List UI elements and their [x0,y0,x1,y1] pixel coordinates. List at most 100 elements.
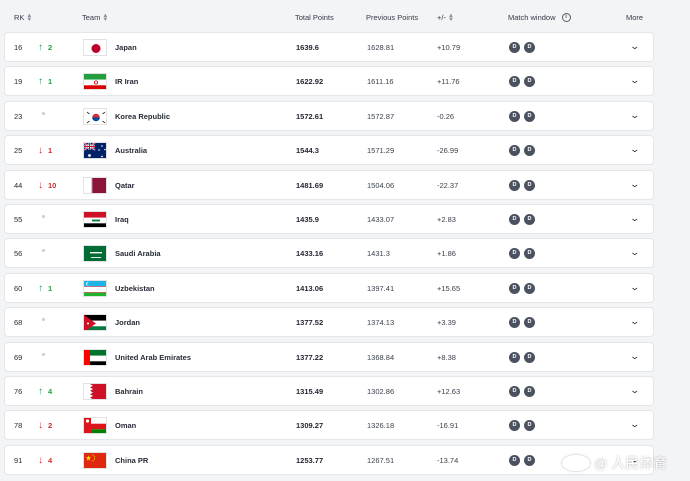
match-badge[interactable]: D [509,317,520,329]
points-diff: +15.65 [437,283,461,293]
arrow-up-icon: ↑ [38,282,43,294]
table-row[interactable]: 60 ↑ 1 Uzbekistan 1413.06 1397.41 +15.65 D D ⌄ [4,272,654,303]
match-badge[interactable]: D [509,351,520,363]
table-row[interactable]: 23 Korea Republic 1572.61 1572.87 -0.26 D D ⌄ [4,100,654,131]
chevron-down-icon[interactable]: ⌄ [629,281,641,292]
match-badge[interactable]: D [524,145,535,157]
match-badge[interactable]: D [524,76,535,88]
previous-points: 1368.84 [367,352,395,362]
total-points: 1435.9 [296,215,319,224]
match-badge[interactable]: D [524,351,535,363]
rank-movement: ↓ 2 [38,421,52,431]
team-name[interactable]: Saudi Arabia [115,249,161,259]
chevron-down-icon[interactable]: ⌄ [629,109,641,120]
previous-points: 1628.81 [367,43,395,52]
match-badge[interactable]: D [524,110,535,122]
table-row[interactable]: 44 ↓ 10 Qatar 1481.69 1504.06 -22.37 D D ⌄ [4,169,654,200]
chevron-down-icon[interactable]: ⌄ [629,350,641,361]
match-badge[interactable]: D [509,145,520,157]
match-badge[interactable]: D [509,248,520,260]
no-change-icon [42,352,45,356]
table-row[interactable]: 56 Saudi Arabia 1433.16 1431.3 +1.86 D D ⌄ [4,238,654,269]
chevron-down-icon[interactable]: ⌄ [629,453,641,464]
match-badge[interactable]: D [524,317,535,329]
team-name[interactable]: Korea Republic [115,111,171,121]
rank: 68 [14,318,23,328]
match-badge[interactable]: D [524,386,535,397]
uzbekistan-flag [83,279,107,297]
team-name[interactable]: United Arab Emirates [115,352,191,362]
match-badge[interactable]: D [509,110,520,122]
match-badge[interactable]: D [509,386,520,397]
table-row[interactable]: 55 Iraq 1435.9 1433.07 +2.83 D D ⌄ [4,204,654,234]
match-badge[interactable]: D [524,179,535,191]
points-diff: -13.74 [437,455,459,465]
match-badge[interactable]: D [524,214,535,225]
arrow-down-icon: ↓ [38,454,43,466]
chevron-down-icon[interactable]: ⌄ [629,178,641,189]
table-row[interactable]: 78 ↓ 2 Oman 1309.27 1326.18 -16.91 D D ⌄ [4,410,654,441]
chevron-down-icon[interactable]: ⌄ [629,316,641,327]
rank-movement: ↑ 2 [38,43,52,53]
team-name[interactable]: China PR [115,455,149,465]
table-row[interactable]: 19 ↑ 1 IR Iran 1622.92 1611.16 +11.76 D D ⌄ [4,66,654,97]
table-row[interactable]: 69 United Arab Emirates 1377.22 1368.84 +8.3… [4,341,654,372]
header-team[interactable]: Team ▲ ▼ [82,13,108,23]
rank: 19 [14,77,23,87]
table-row[interactable]: 76 ↑ 4 Bahrain 1315.49 1302.86 +12.63 D D ⌄ [4,376,654,406]
team-name[interactable]: Australia [115,146,148,156]
match-badge[interactable]: D [509,179,520,191]
chevron-down-icon[interactable]: ⌄ [629,75,641,86]
match-badge[interactable]: D [524,454,535,466]
team-name[interactable]: Bahrain [115,387,143,396]
chevron-down-icon[interactable]: ⌄ [629,41,641,51]
match-badge[interactable]: D [524,420,535,432]
rank-movement [38,249,45,253]
header-rk[interactable]: RK ▲ ▼ [14,13,32,23]
oman-flag [83,417,107,435]
team-name[interactable]: Iraq [115,215,129,224]
match-badge[interactable]: D [524,248,535,260]
header-more-label: More [626,13,644,22]
match-badge[interactable]: D [509,282,520,294]
rank-movement: ↓ 1 [38,146,52,156]
table-row[interactable]: 16 ↑ 2 Japan 1639.6 1628.81 +10.79 D D ⌄ [4,32,654,62]
team-name[interactable]: Oman [115,421,137,431]
match-badge[interactable]: D [524,42,535,53]
header-diff[interactable]: +/- ▲ ▼ [437,12,454,23]
total-points: 1413.06 [296,283,324,293]
chevron-down-icon[interactable]: ⌄ [629,144,641,155]
match-badge[interactable]: D [509,76,520,88]
rank: 69 [14,352,23,362]
table-header: RK ▲ ▼ Team ▲ ▼ Total Points Previous Poin… [0,0,690,34]
chevron-down-icon[interactable]: ⌄ [629,213,641,223]
iraq-flag [83,211,107,228]
match-badge[interactable]: D [509,214,520,225]
table-row[interactable]: 68 Jordan 1377.52 1374.13 +3.39 D D ⌄ [4,307,654,338]
info-icon[interactable]: i [561,13,571,22]
uae-flag [83,348,107,366]
team-name[interactable]: Jordan [115,318,141,328]
sort-icon: ▲ ▼ [447,12,454,23]
table-row[interactable]: 25 ↓ 1 Australia 1544.3 1571.29 -26.99 D D ⌄ [4,135,654,166]
team-name[interactable]: Uzbekistan [115,283,155,293]
match-badge[interactable]: D [509,420,520,432]
total-points: 1433.16 [296,249,324,259]
match-badge[interactable]: D [509,454,520,466]
rank-change: 1 [48,77,53,87]
header-more: More [626,13,643,22]
chevron-down-icon[interactable]: ⌄ [629,247,641,258]
chevron-down-icon[interactable]: ⌄ [629,385,641,395]
chevron-down-icon[interactable]: ⌄ [629,419,641,430]
match-badge[interactable]: D [524,282,535,294]
team-name[interactable]: IR Iran [115,77,139,87]
team-name[interactable]: Qatar [115,180,135,190]
table-row[interactable]: 91 ↓ 4 China PR 1253.77 1267.51 -13.74 D D ⌄ [4,444,654,475]
previous-points: 1504.06 [367,180,395,190]
total-points: 1377.22 [296,352,324,362]
rank-change: 4 [48,455,53,465]
match-badge[interactable]: D [509,42,520,53]
team-name[interactable]: Japan [115,43,137,52]
